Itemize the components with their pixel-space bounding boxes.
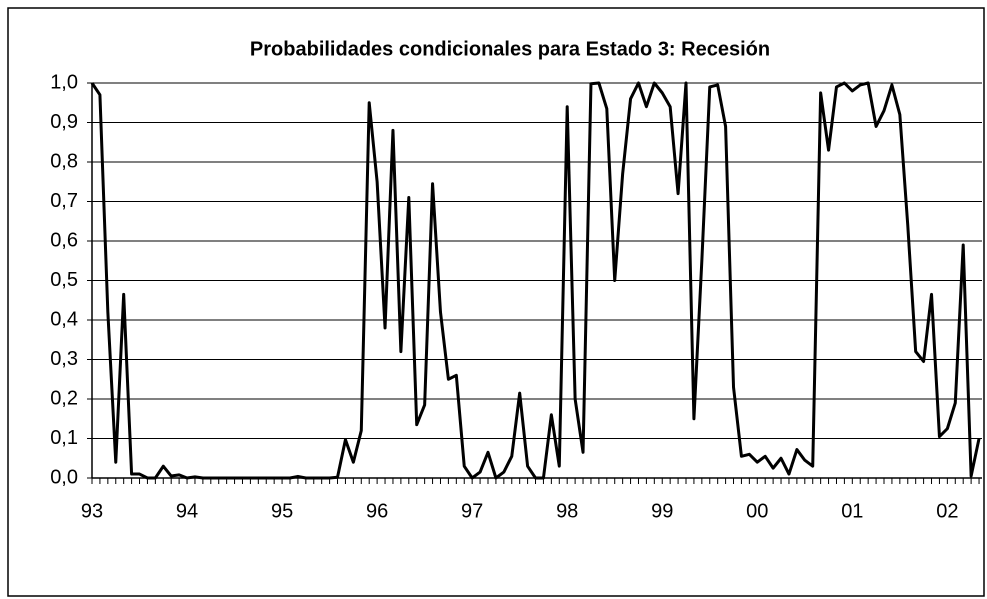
x-tick-label: 96 (366, 500, 388, 522)
y-tick-label: 0,5 (50, 269, 78, 291)
x-tick-label: 97 (461, 500, 483, 522)
y-tick-label: 0,4 (50, 308, 78, 330)
y-tick-label: 0,6 (50, 229, 78, 251)
y-tick-label: 0,3 (50, 348, 78, 370)
x-tick-label: 99 (651, 500, 673, 522)
y-tick-label: 0,0 (50, 466, 78, 488)
y-tick-label: 1,0 (50, 71, 78, 93)
y-tick-label: 0,9 (50, 111, 78, 133)
x-tick-label: 95 (271, 500, 293, 522)
y-tick-label: 0,1 (50, 427, 78, 449)
data-line (90, 81, 981, 480)
y-tick-label: 0,7 (50, 190, 78, 212)
y-tick-label: 0,2 (50, 387, 78, 409)
x-tick-label: 01 (841, 500, 863, 522)
x-tick-label: 98 (556, 500, 578, 522)
chart-title: Probabilidades condicionales para Estado… (250, 38, 770, 60)
y-tick-label: 0,8 (50, 150, 78, 172)
chart-frame (7, 7, 985, 597)
x-tick-label: 00 (746, 500, 768, 522)
x-tick-label: 93 (81, 500, 103, 522)
x-tick-label: 02 (936, 500, 958, 522)
x-tick-label: 94 (176, 500, 198, 522)
